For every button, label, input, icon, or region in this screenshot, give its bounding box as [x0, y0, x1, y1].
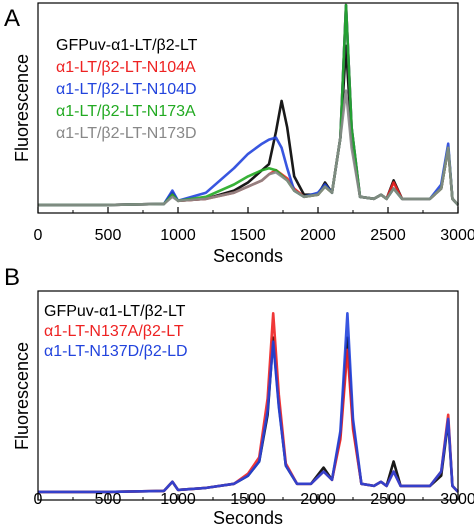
legend-entry-2: α1-LT/β2-LT-N104A	[56, 59, 196, 76]
x-tick-label: 500	[95, 227, 122, 244]
legend-background	[40, 300, 192, 362]
x-tick-label: 3000	[440, 491, 474, 508]
x-axis-title: Seconds	[213, 508, 283, 528]
legend-entry-3: α1-LT/β2-LT-N104D	[56, 81, 197, 98]
legend: GFPuv-α1-LT/β2-LT α1-LT-N137A/β2-LT α1-LT-…	[40, 300, 192, 362]
panel-a: A 0 500 1000 1500 2000 2500 3000 Seconds Fluoresc…	[4, 2, 474, 266]
x-tick-label: 1500	[230, 227, 266, 244]
x-tick-label: 3000	[440, 227, 474, 244]
series-lines	[38, 312, 459, 494]
y-axis-title: Fluorescence	[12, 342, 32, 450]
x-tick-label: 2000	[300, 491, 336, 508]
panel-letter: B	[4, 264, 20, 291]
x-tick-label: 1500	[230, 491, 266, 508]
legend-entry-1: GFPuv-α1-LT/β2-LT	[56, 37, 198, 54]
legend-entry-2: α1-LT-N137A/β2-LT	[44, 323, 184, 340]
x-tick-label: 2000	[300, 227, 336, 244]
x-axis-title: Seconds	[213, 246, 283, 266]
legend-entry-4: α1-LT/β2-LT-N173A	[56, 103, 196, 120]
x-tick-label: 1000	[160, 227, 196, 244]
x-tick-label: 2500	[370, 491, 406, 508]
series-lines	[38, 3, 459, 207]
panel-b: B 0 500 1000 1500 2000 2500 3000 Seconds Fluoresc…	[4, 264, 474, 528]
x-tick-label: 0	[34, 491, 43, 508]
x-tick-label: 2500	[370, 227, 406, 244]
legend-entry-3: α1-LT-N137D/β2-LD	[44, 343, 188, 360]
x-tick-label: 0	[34, 227, 43, 244]
legend-entry-5: α1-LT/β2-LT-N173D	[56, 125, 197, 142]
legend-background	[51, 34, 203, 144]
panel-letter: A	[4, 5, 20, 32]
x-tick-label: 500	[95, 491, 122, 508]
x-tick-label: 1000	[160, 491, 196, 508]
series-line-3	[38, 312, 459, 494]
legend: GFPuv-α1-LT/β2-LT α1-LT/β2-LT-N104A α1-LT/…	[51, 34, 203, 144]
legend-entry-1: GFPuv-α1-LT/β2-LT	[44, 303, 186, 320]
series-line-5	[38, 89, 459, 207]
y-axis-title: Fluorescence	[12, 54, 32, 162]
